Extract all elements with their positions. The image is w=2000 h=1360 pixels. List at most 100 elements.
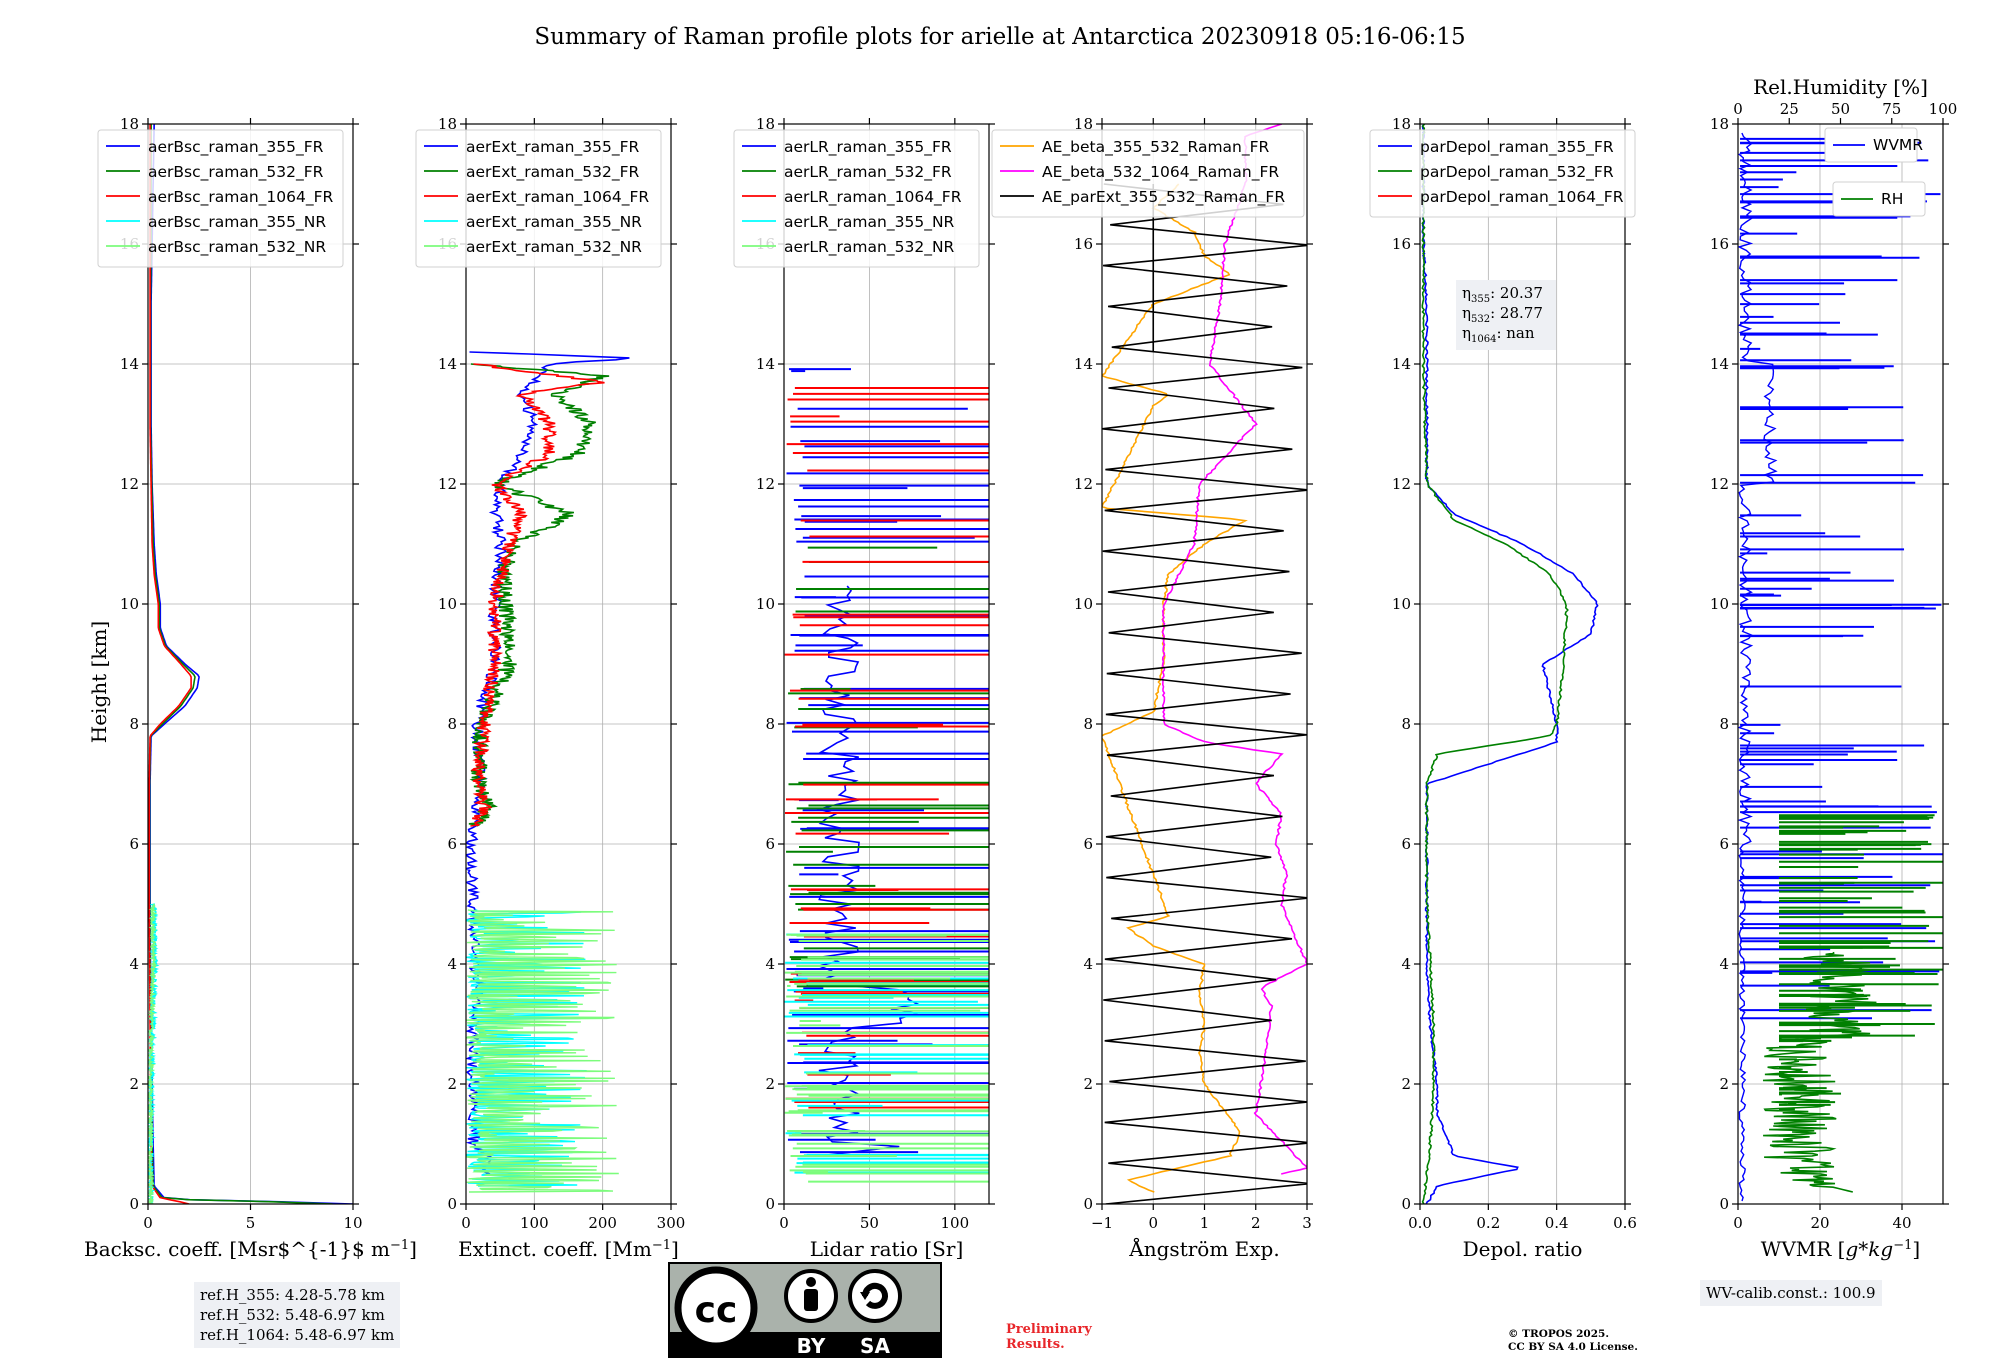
y-tick-label: 4 [129,955,139,973]
legend-label: aerExt_raman_532_FR [466,163,639,182]
y-tick-label: 18 [438,115,457,133]
legend-label: aerLR_raman_1064_FR [784,188,962,207]
y-tick-label: 14 [1074,355,1093,373]
y-tick-label: 4 [1083,955,1093,973]
x-tick-label: 0 [461,1214,471,1232]
x-tick-label: 300 [657,1214,686,1232]
series-aerExt_raman_532_NR [466,909,619,1193]
x-tick-label: −1 [1091,1214,1113,1232]
legend-label: aerExt_raman_532_NR [466,238,642,257]
top-axis-label: Rel.Humidity [%] [1753,75,1928,99]
x-axis-label: Ångström Exp. [1128,1236,1279,1261]
series-group [1421,124,1599,1204]
y-tick-label: 12 [1710,475,1729,493]
y-tick-label: 6 [447,835,457,853]
y-tick-label: 2 [447,1075,457,1093]
y-tick-label: 12 [1074,475,1093,493]
y-tick-label: 4 [1719,955,1729,973]
y-tick-label: 14 [1392,355,1411,373]
series-AE_parExt_355_532_Raman_FR [1102,183,1307,1204]
x-axis-label: Depol. ratio [1463,1237,1583,1261]
y-tick-label: 18 [120,115,139,133]
x-tick-label: 20 [1810,1214,1829,1232]
top-tick-label: 0 [1733,100,1743,118]
series-group [784,368,989,1183]
y-tick-label: 0 [129,1195,139,1213]
y-tick-label: 10 [1074,595,1093,613]
legend-label: AE_beta_532_1064_Raman_FR [1042,163,1279,182]
y-tick-label: 16 [1710,235,1729,253]
series-AE_beta_532_1064_Raman_FR [1161,124,1307,1175]
x-tick-label: 0.2 [1476,1214,1500,1232]
y-tick-label: 0 [1719,1195,1729,1213]
y-tick-label: 18 [756,115,775,133]
x-axis-label: Lidar ratio [Sr] [810,1237,964,1261]
y-tick-label: 0 [1401,1195,1411,1213]
y-tick-label: 6 [1719,835,1729,853]
legend-label: AE_beta_355_532_Raman_FR [1042,138,1270,157]
series-group [1102,124,1307,1204]
ref-heights-box: ref.H_355: 4.28-5.78 km ref.H_532: 5.48-… [194,1282,401,1348]
series-aerLR_raman_1064_FR [784,386,989,1109]
y-tick-label: 2 [129,1075,139,1093]
y-tick-label: 12 [120,475,139,493]
top-tick-label: 75 [1882,100,1901,118]
legend-label: WVMR [1873,136,1923,154]
y-tick-label: 8 [1401,715,1411,733]
x-tick-label: 5 [246,1214,256,1232]
legend-label: aerBsc_raman_1064_FR [148,188,334,207]
top-tick-label: 100 [1929,100,1958,118]
x-tick-label: 0 [779,1214,789,1232]
series-parDepol_raman_532_FR [1421,124,1569,1204]
legend-box [97,129,344,268]
ref-height-1064: ref.H_1064: 5.48-6.97 km [200,1326,395,1344]
x-tick-label: 0 [143,1214,153,1232]
y-tick-label: 6 [1083,835,1093,853]
y-tick-label: 8 [1719,715,1729,733]
y-tick-label: 18 [1392,115,1411,133]
panel-bsc: 0510024681012141618Backsc. coeff. [Msr$^… [84,115,417,1261]
y-tick-label: 16 [1392,235,1411,253]
legend-label: aerBsc_raman_532_FR [148,163,324,182]
series-group [148,124,353,1204]
series-RH [1762,814,1943,1193]
series-aerLR_raman_532_NR [784,933,989,1183]
legend-label: aerLR_raman_532_NR [784,238,955,257]
by-label: BY [797,1334,826,1358]
y-tick-label: 8 [129,715,139,733]
x-tick-label: 0 [1733,1214,1743,1232]
y-tick-label: 14 [438,355,457,373]
y-tick-label: 6 [129,835,139,853]
series-parDepol_raman_355_FR [1421,124,1599,1204]
y-tick-label: 18 [1710,115,1729,133]
copyright-note: © TROPOS 2025. CC BY SA 4.0 License. [1508,1328,1638,1354]
cc-letters: cc [695,1290,738,1331]
cc-by-sa-badge: cc BY SA [668,1262,942,1358]
wv-profile [1738,132,1778,1202]
y-tick-label: 10 [438,595,457,613]
y-tick-label: 2 [1401,1075,1411,1093]
x-tick-label: 1 [1200,1214,1210,1232]
figure-title: Summary of Raman profile plots for ariel… [534,24,1465,50]
legend-box [1369,129,1636,218]
y-tick-label: 0 [1083,1195,1093,1213]
series-WVMR [1738,132,1943,1202]
axes-frame [783,123,990,1205]
y-tick-label: 18 [1074,115,1093,133]
y-tick-label: 8 [1083,715,1093,733]
series-aerLR_raman_532_FR [785,546,989,988]
legend-label: parDepol_raman_355_FR [1420,138,1614,157]
legend-label: parDepol_raman_1064_FR [1420,188,1624,207]
y-tick-label: 4 [765,955,775,973]
y-tick-label: 12 [438,475,457,493]
y-tick-label: 8 [447,715,457,733]
top-tick-label: 50 [1831,100,1850,118]
series-aerBsc_raman_1064_FR [148,124,192,1204]
legend-label: aerBsc_raman_355_NR [148,213,326,232]
legend: aerExt_raman_355_FR aerExt_raman_532_FRae… [415,129,662,268]
legend-box [1824,127,1918,163]
wv-calib-box: WV-calib.const.: 100.9 [1700,1280,1882,1306]
x-tick-label: 10 [343,1214,362,1232]
